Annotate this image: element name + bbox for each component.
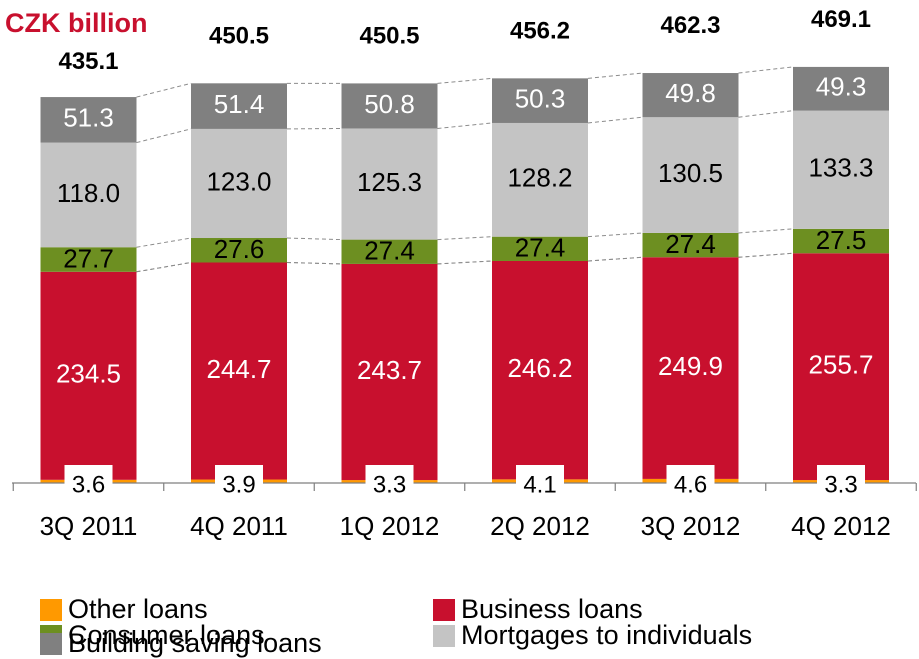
data-label-business-loans: 244.7 [206,354,271,384]
data-label-business-loans: 246.2 [507,353,572,383]
bar-2q-2012 [492,78,588,483]
data-label-mortgages-to-individuals: 130.5 [658,158,723,188]
data-label-mortgages-to-individuals: 123.0 [206,166,271,196]
total-label: 450.5 [209,22,269,49]
data-label-mortgages-to-individuals: 133.3 [808,153,873,183]
connector-line [137,129,192,143]
data-label-mortgages-to-individuals: 118.0 [57,178,120,208]
x-tick-label: 4Q 2012 [791,511,891,541]
bar-1q-2012 [342,83,438,483]
connector-line [287,238,342,240]
connector-line [137,262,192,271]
connector-line [137,83,192,97]
data-label-business-loans: 255.7 [808,350,873,380]
x-tick-label: 1Q 2012 [340,511,440,541]
total-label: 450.5 [359,22,419,49]
data-label-building-saving-loans: 50.8 [364,89,415,119]
x-tick-label: 3Q 2011 [40,511,138,541]
connector-line [287,262,342,263]
data-label-consumer-loans: 27.7 [63,243,114,273]
data-label-business-loans: 243.7 [357,355,422,385]
data-label-consumer-loans: 27.4 [665,229,716,259]
connector-line [739,229,794,233]
connector-line [588,73,643,78]
bar-4q-2011 [191,83,287,483]
data-label-other-loans: 3.3 [824,471,857,498]
data-label-building-saving-loans: 50.3 [515,84,566,114]
total-label: 469.1 [811,6,871,33]
data-label-consumer-loans: 27.4 [515,233,566,263]
data-label-building-saving-loans: 51.4 [214,89,265,119]
connector-line [438,123,493,128]
data-label-other-loans: 4.1 [523,471,556,498]
data-label-business-loans: 249.9 [658,351,723,381]
total-label: 456.2 [510,17,570,44]
data-label-mortgages-to-individuals: 128.2 [507,163,572,193]
connector-line [588,117,643,123]
connector-line [739,67,794,73]
bar-3q-2012 [643,73,739,483]
connector-line [588,233,643,237]
connector-line [438,261,493,264]
data-label-building-saving-loans: 51.3 [63,103,114,133]
data-label-business-loans: 234.5 [56,359,121,389]
data-label-building-saving-loans: 49.8 [665,78,716,108]
x-tick-label: 4Q 2011 [190,511,288,541]
data-label-building-saving-loans: 49.3 [816,72,867,102]
data-label-other-loans: 3.9 [222,471,255,498]
x-tick-label: 3Q 2012 [641,511,741,541]
connector-line [438,78,493,83]
total-label: 462.3 [660,12,720,39]
connector-line [438,237,493,240]
data-label-other-loans: 3.6 [72,471,105,498]
total-label: 435.1 [58,48,118,75]
connector-line [739,111,794,118]
data-label-consumer-loans: 27.4 [364,236,415,266]
connector-line [739,253,794,257]
data-label-consumer-loans: 27.5 [816,225,867,255]
bar-3q-2011 [41,97,137,483]
data-label-consumer-loans: 27.6 [214,234,265,264]
data-label-mortgages-to-individuals: 125.3 [357,167,422,197]
x-tick-label: 2Q 2012 [490,511,590,541]
connector-line [588,257,643,261]
data-label-other-loans: 4.6 [674,471,707,498]
bar-4q-2012 [793,67,889,483]
connector-line [137,238,192,247]
data-label-other-loans: 3.3 [373,471,406,498]
